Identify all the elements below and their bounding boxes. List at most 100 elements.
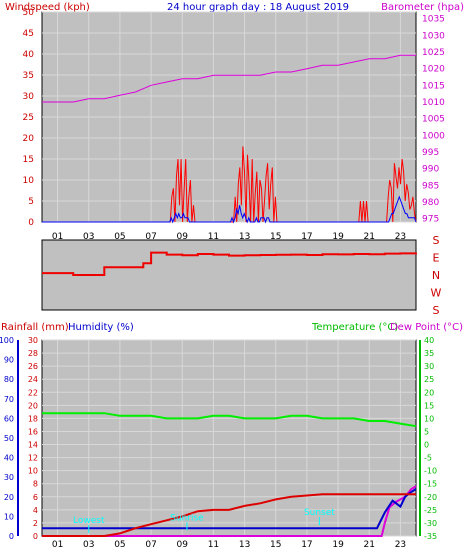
barometer-tick-label: 1020 xyxy=(422,65,445,75)
temp-x-tick-label: 05 xyxy=(114,540,125,550)
event-label: Sunset xyxy=(304,508,335,518)
rainfall-tick-label: 14 xyxy=(28,441,38,450)
rainfall-tick-label: 4 xyxy=(33,506,38,515)
rainfall-tick-label: 28 xyxy=(28,349,38,358)
temp-x-tick-label: 13 xyxy=(239,540,250,550)
humidity-tick-label: 50 xyxy=(4,434,14,443)
humidity-tick-label: 60 xyxy=(4,414,14,423)
temp-x-tick-label: 03 xyxy=(83,540,94,550)
wind-x-tick-label: 19 xyxy=(332,232,344,242)
temperature-tick-label: -35 xyxy=(424,532,437,541)
wind-x-tick-label: 03 xyxy=(83,232,94,242)
chart-marks: 01 03 05 07 09 11 13 15 17 19 21 230510152025303540… xyxy=(0,8,445,550)
temp-x-tick-label: 19 xyxy=(332,540,344,550)
rainfall-tick-label: 16 xyxy=(28,427,38,436)
direction-label: S xyxy=(433,304,440,317)
temp-x-tick-label: 07 xyxy=(145,540,156,550)
barometer-axis-title: Barometer (hpa) xyxy=(381,2,464,13)
wind-x-tick-label: 21 xyxy=(364,232,375,242)
windspeed-tick-label: 10 xyxy=(23,176,35,186)
windspeed-axis-title: Windspeed (kph) xyxy=(5,2,90,13)
humidity-tick-label: 90 xyxy=(4,356,14,365)
humidity-tick-label: 70 xyxy=(4,395,14,404)
barometer-tick-label: 1025 xyxy=(422,48,445,58)
temp-x-tick-label: 09 xyxy=(177,540,189,550)
windspeed-tick-label: 40 xyxy=(23,50,35,60)
humidity-tick-label: 10 xyxy=(4,512,14,521)
rainfall-tick-label: 0 xyxy=(33,532,38,541)
barometer-tick-label: 990 xyxy=(422,165,439,175)
barometer-tick-label: 985 xyxy=(422,181,439,191)
wind-x-tick-label: 05 xyxy=(114,232,125,242)
humidity-tick-label: 100 xyxy=(0,336,14,345)
rainfall-tick-label: 22 xyxy=(28,388,38,397)
windspeed-tick-label: 30 xyxy=(23,92,35,102)
rainfall-axis-title: Rainfall (mm) xyxy=(1,322,69,333)
rainfall-tick-label: 30 xyxy=(28,336,38,345)
temperature-tick-label: 15 xyxy=(424,401,434,410)
temperature-tick-label: -15 xyxy=(424,480,437,489)
direction-label: E xyxy=(433,252,440,265)
temperature-plot-area xyxy=(41,339,417,537)
humidity-series xyxy=(42,488,417,530)
rainfall-tick-label: 26 xyxy=(28,362,38,371)
wind-x-tick-label: 11 xyxy=(208,232,219,242)
wind-x-tick-label: 23 xyxy=(395,232,406,242)
rainfall-tick-label: 18 xyxy=(28,414,38,423)
wind-x-tick-label: 15 xyxy=(270,232,281,242)
barometer-tick-label: 980 xyxy=(422,198,439,208)
temp-x-tick-label: 17 xyxy=(301,540,312,550)
humidity-tick-label: 40 xyxy=(4,454,14,463)
temperature-tick-label: -30 xyxy=(424,519,437,528)
temperature-tick-label: 20 xyxy=(424,388,434,397)
windspeed-tick-label: 0 xyxy=(28,218,34,228)
windspeed-tick-label: 45 xyxy=(23,29,34,39)
temperature-tick-label: 0 xyxy=(424,441,429,450)
rainfall-tick-label: 24 xyxy=(28,375,38,384)
windspeed-tick-label: 35 xyxy=(23,71,34,81)
windspeed-tick-label: 20 xyxy=(23,134,35,144)
direction-label: N xyxy=(432,269,440,282)
barometer-tick-label: 975 xyxy=(422,215,439,225)
temperature-tick-label: 25 xyxy=(424,375,434,384)
temp-x-tick-label: 21 xyxy=(364,540,375,550)
chart-title: 24 hour graph day : 18 August 2019 xyxy=(167,2,349,13)
temp-x-tick-label: 11 xyxy=(208,540,219,550)
wind-x-tick-label: 13 xyxy=(239,232,250,242)
windspeed-tick-label: 15 xyxy=(23,155,34,165)
barometer-series xyxy=(42,54,416,103)
direction-label: S xyxy=(433,234,440,247)
rainfall-tick-label: 10 xyxy=(28,467,38,476)
wind-x-tick-label: 17 xyxy=(301,232,312,242)
windspeed-tick-label: 25 xyxy=(23,113,34,123)
temperature-tick-label: 30 xyxy=(424,362,434,371)
windspeed-tick-label: 5 xyxy=(28,197,34,207)
barometer-tick-label: 1015 xyxy=(422,81,445,91)
wind-x-tick-label: 01 xyxy=(52,232,63,242)
barometer-tick-label: 1000 xyxy=(422,131,445,141)
temperature-tick-label: 40 xyxy=(424,336,434,345)
barometer-tick-label: 995 xyxy=(422,148,439,158)
temperature-tick-label: -10 xyxy=(424,467,437,476)
temp-x-tick-label: 01 xyxy=(52,540,63,550)
temp-x-tick-label: 23 xyxy=(395,540,406,550)
humidity-axis-title: Humidity (%) xyxy=(68,322,134,333)
rainfall-tick-label: 20 xyxy=(28,401,38,410)
temperature-tick-label: -25 xyxy=(424,506,437,515)
wind-average-series xyxy=(42,195,417,224)
rainfall-tick-label: 6 xyxy=(33,493,38,502)
windspeed-tick-label: 50 xyxy=(23,8,35,18)
direction-label: W xyxy=(431,287,442,300)
rainfall-series xyxy=(42,493,416,537)
barometer-tick-label: 1010 xyxy=(422,98,445,108)
barometer-tick-label: 1030 xyxy=(422,31,445,41)
humidity-tick-label: 20 xyxy=(4,493,14,502)
event-label: Lowest xyxy=(73,516,105,526)
wind-x-tick-label: 07 xyxy=(145,232,156,242)
rainfall-tick-label: 12 xyxy=(28,454,38,463)
event-label: Sunrise xyxy=(170,513,204,523)
humidity-tick-label: 0 xyxy=(9,532,14,541)
dew-point-axis-title: Dew Point (°C) xyxy=(390,322,463,333)
